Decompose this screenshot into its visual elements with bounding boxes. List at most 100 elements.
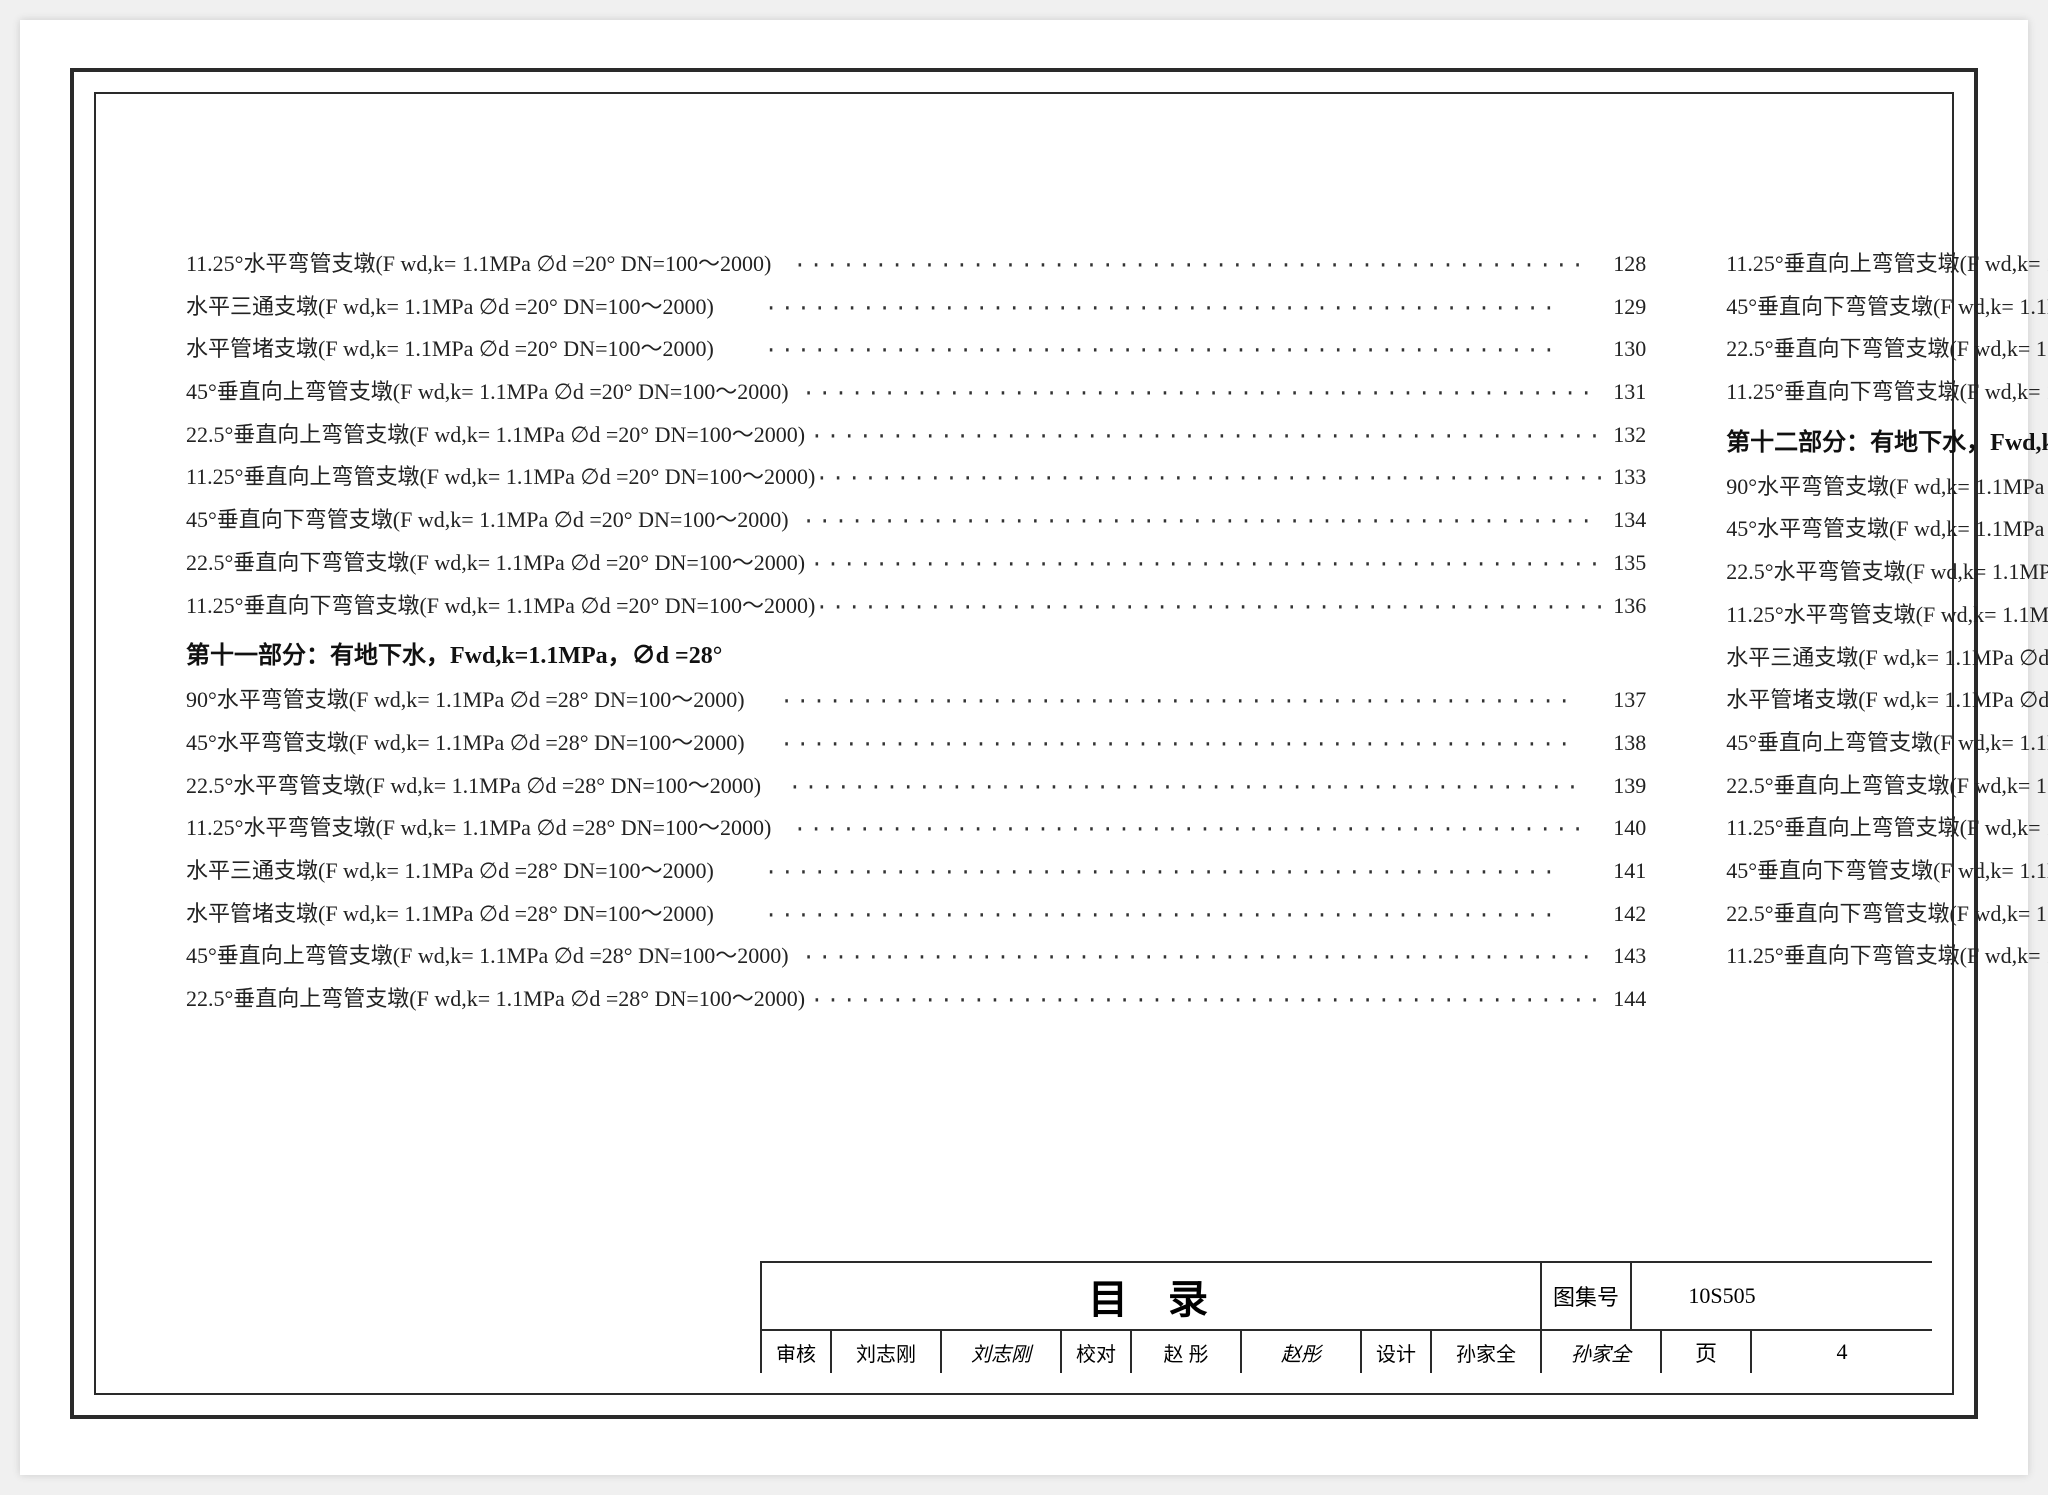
toc-entry: 45°水平弯管支墩(F wd,k= 1.1MPa ∅d =28° DN=100～… — [186, 723, 1646, 766]
toc-entry-text: 45°垂直向下弯管支墩(F wd,k= 1.1MPa ∅d =35° DN=10… — [1726, 851, 2048, 892]
page: 11.25°水平弯管支墩(F wd,k= 1.1MPa ∅d =20° DN=1… — [20, 20, 2028, 1475]
toc-entry: 22.5°垂直向下弯管支墩(F wd,k= 1.1MPa ∅d =35° DN=… — [1726, 894, 2048, 937]
toc-entry-text: 11.25°水平弯管支墩(F wd,k= 1.1MPa ∅d =35° DN=1… — [1726, 595, 2048, 636]
page-number: 4 — [1752, 1329, 1932, 1373]
toc-entry-text: 45°水平弯管支墩(F wd,k= 1.1MPa ∅d =35° DN=100～… — [1726, 509, 2048, 550]
design-name: 孙家全 — [1432, 1329, 1542, 1373]
toc-entry-text: 11.25°垂直向下弯管支墩(F wd,k= 1.1MPa ∅d =35° DN… — [1726, 936, 2048, 977]
toc-entry: 11.25°垂直向上弯管支墩(F wd,k= 1.1MPa ∅d =20° DN… — [186, 457, 1646, 500]
toc-leader-dots: ········································… — [714, 289, 1609, 330]
toc-entry: 22.5°垂直向下弯管支墩(F wd,k= 1.1MPa ∅d =28° DN=… — [1726, 329, 2048, 372]
toc-leader-dots: ········································… — [745, 682, 1610, 723]
toc-entry-text: 11.25°水平弯管支墩(F wd,k= 1.1MPa ∅d =20° DN=1… — [186, 244, 771, 285]
toc-entry-page: 135 — [1609, 543, 1646, 584]
toc-entry-text: 90°水平弯管支墩(F wd,k= 1.1MPa ∅d =28° DN=100～… — [186, 680, 745, 721]
toc-leader-dots: ········································… — [771, 246, 1609, 287]
toc-column-right: 11.25°垂直向上弯管支墩(F wd,k= 1.1MPa ∅d =28° DN… — [1726, 244, 2048, 1022]
toc-leader-dots: ········································… — [714, 853, 1609, 894]
toc-entry-page: 142 — [1609, 894, 1646, 935]
toc-entry-page: 144 — [1609, 979, 1646, 1020]
inner-frame: 11.25°水平弯管支墩(F wd,k= 1.1MPa ∅d =20° DN=1… — [94, 92, 1954, 1395]
toc-entry-text: 11.25°垂直向上弯管支墩(F wd,k= 1.1MPa ∅d =28° DN… — [1726, 244, 2048, 285]
code-value: 10S505 — [1632, 1263, 1812, 1329]
toc-entry-text: 90°水平弯管支墩(F wd,k= 1.1MPa ∅d =35° DN=100～… — [1726, 467, 2048, 508]
toc-entry-page: 137 — [1609, 680, 1646, 721]
toc-entry-text: 45°垂直向上弯管支墩(F wd,k= 1.1MPa ∅d =35° DN=10… — [1726, 723, 2048, 764]
toc-entry: 水平管堵支墩(F wd,k= 1.1MPa ∅d =20° DN=100～200… — [186, 329, 1646, 372]
toc-entry-text: 45°垂直向上弯管支墩(F wd,k= 1.1MPa ∅d =28° DN=10… — [186, 936, 789, 977]
toc-leader-dots: ········································… — [789, 374, 1610, 415]
code-label: 图集号 — [1542, 1263, 1632, 1329]
toc-entry-text: 22.5°水平弯管支墩(F wd,k= 1.1MPa ∅d =35° DN=10… — [1726, 552, 2048, 593]
toc-entry: 22.5°垂直向上弯管支墩(F wd,k= 1.1MPa ∅d =28° DN=… — [186, 979, 1646, 1022]
toc-entry-text: 水平管堵支墩(F wd,k= 1.1MPa ∅d =28° DN=100～200… — [186, 894, 714, 935]
design-label: 设计 — [1362, 1329, 1432, 1373]
toc-entry-text: 水平三通支墩(F wd,k= 1.1MPa ∅d =28° DN=100～200… — [186, 851, 714, 892]
toc-entry-text: 11.25°垂直向下弯管支墩(F wd,k= 1.1MPa ∅d =20° DN… — [186, 586, 815, 627]
toc-entry-text: 水平管堵支墩(F wd,k= 1.1MPa ∅d =35° DN=100～200… — [1726, 680, 2048, 721]
toc-entry-text: 22.5°垂直向下弯管支墩(F wd,k= 1.1MPa ∅d =28° DN=… — [1726, 329, 2048, 370]
toc-entry-page: 128 — [1609, 244, 1646, 285]
toc-entry: 11.25°垂直向下弯管支墩(F wd,k= 1.1MPa ∅d =28° DN… — [1726, 372, 2048, 415]
toc-leader-dots: ········································… — [761, 768, 1609, 809]
toc-entry-page: 130 — [1609, 329, 1646, 370]
toc-entry-text: 水平三通支墩(F wd,k= 1.1MPa ∅d =20° DN=100～200… — [186, 287, 714, 328]
toc-entry-text: 11.25°垂直向下弯管支墩(F wd,k= 1.1MPa ∅d =28° DN… — [1726, 372, 2048, 413]
toc-entry-text: 22.5°垂直向上弯管支墩(F wd,k= 1.1MPa ∅d =28° DN=… — [186, 979, 805, 1020]
toc-entry-page: 132 — [1609, 415, 1646, 456]
outer-frame: 11.25°水平弯管支墩(F wd,k= 1.1MPa ∅d =20° DN=1… — [70, 68, 1978, 1419]
design-sign: 孙家全 — [1542, 1329, 1662, 1373]
toc-entry-page: 136 — [1609, 586, 1646, 627]
toc-entry: 水平三通支墩(F wd,k= 1.1MPa ∅d =20° DN=100～200… — [186, 287, 1646, 330]
toc-leader-dots: ········································… — [771, 810, 1609, 851]
toc-entry-page: 129 — [1609, 287, 1646, 328]
toc-entry: 45°垂直向下弯管支墩(F wd,k= 1.1MPa ∅d =28° DN=10… — [1726, 287, 2048, 330]
review-label: 审核 — [762, 1329, 832, 1373]
review-sign: 刘志刚 — [942, 1329, 1062, 1373]
toc-entry: 22.5°水平弯管支墩(F wd,k= 1.1MPa ∅d =35° DN=10… — [1726, 552, 2048, 595]
toc-leader-dots: ········································… — [789, 938, 1610, 979]
toc-entry: 45°垂直向上弯管支墩(F wd,k= 1.1MPa ∅d =20° DN=10… — [186, 372, 1646, 415]
toc-leader-dots: ········································… — [805, 981, 1609, 1022]
toc-entry-text: 11.25°垂直向上弯管支墩(F wd,k= 1.1MPa ∅d =20° DN… — [186, 457, 815, 498]
toc-entry: 45°垂直向下弯管支墩(F wd,k= 1.1MPa ∅d =20° DN=10… — [186, 500, 1646, 543]
toc-entry-page: 131 — [1609, 372, 1646, 413]
toc-leader-dots: ········································… — [805, 417, 1609, 458]
section-heading: 第十二部分：有地下水，Fwd,k=1.1MPa，∅d =35° — [1726, 419, 2048, 467]
toc-entry-text: 水平管堵支墩(F wd,k= 1.1MPa ∅d =20° DN=100～200… — [186, 329, 714, 370]
toc-entry-text: 45°垂直向下弯管支墩(F wd,k= 1.1MPa ∅d =28° DN=10… — [1726, 287, 2048, 328]
page-label: 页 — [1662, 1329, 1752, 1373]
doc-title: 目录 — [762, 1263, 1542, 1329]
toc-entry: 11.25°垂直向上弯管支墩(F wd,k= 1.1MPa ∅d =35° DN… — [1726, 808, 2048, 851]
toc-leader-dots: ········································… — [815, 588, 1609, 629]
toc-entry: 11.25°水平弯管支墩(F wd,k= 1.1MPa ∅d =28° DN=1… — [186, 808, 1646, 851]
toc-entry: 45°水平弯管支墩(F wd,k= 1.1MPa ∅d =35° DN=100～… — [1726, 509, 2048, 552]
toc-entry: 11.25°垂直向下弯管支墩(F wd,k= 1.1MPa ∅d =20° DN… — [186, 586, 1646, 629]
toc-entry: 水平三通支墩(F wd,k= 1.1MPa ∅d =28° DN=100～200… — [186, 851, 1646, 894]
toc-entry: 22.5°垂直向上弯管支墩(F wd,k= 1.1MPa ∅d =20° DN=… — [186, 415, 1646, 458]
toc-entry-text: 水平三通支墩(F wd,k= 1.1MPa ∅d =35° DN=100～200… — [1726, 638, 2048, 679]
toc-entry-text: 22.5°垂直向上弯管支墩(F wd,k= 1.1MPa ∅d =20° DN=… — [186, 415, 805, 456]
toc-entry-text: 45°垂直向下弯管支墩(F wd,k= 1.1MPa ∅d =20° DN=10… — [186, 500, 789, 541]
toc-entry-page: 143 — [1609, 936, 1646, 977]
toc-content: 11.25°水平弯管支墩(F wd,k= 1.1MPa ∅d =20° DN=1… — [186, 244, 1862, 1022]
toc-entry-text: 45°垂直向上弯管支墩(F wd,k= 1.1MPa ∅d =20° DN=10… — [186, 372, 789, 413]
toc-leader-dots: ········································… — [805, 545, 1609, 586]
toc-entry: 水平管堵支墩(F wd,k= 1.1MPa ∅d =35° DN=100～200… — [1726, 680, 2048, 723]
toc-leader-dots: ········································… — [745, 725, 1610, 766]
check-sign: 赵彤 — [1242, 1329, 1362, 1373]
toc-entry-text: 22.5°水平弯管支墩(F wd,k= 1.1MPa ∅d =28° DN=10… — [186, 766, 761, 807]
toc-entry-text: 11.25°垂直向上弯管支墩(F wd,k= 1.1MPa ∅d =35° DN… — [1726, 808, 2048, 849]
toc-entry: 11.25°水平弯管支墩(F wd,k= 1.1MPa ∅d =20° DN=1… — [186, 244, 1646, 287]
toc-entry: 水平三通支墩(F wd,k= 1.1MPa ∅d =35° DN=100～200… — [1726, 638, 2048, 681]
toc-entry-text: 22.5°垂直向下弯管支墩(F wd,k= 1.1MPa ∅d =35° DN=… — [1726, 894, 2048, 935]
review-name: 刘志刚 — [832, 1329, 942, 1373]
toc-entry-text: 45°水平弯管支墩(F wd,k= 1.1MPa ∅d =28° DN=100～… — [186, 723, 745, 764]
toc-entry-page: 141 — [1609, 851, 1646, 892]
toc-column-left: 11.25°水平弯管支墩(F wd,k= 1.1MPa ∅d =20° DN=1… — [186, 244, 1646, 1022]
title-block: 目录 图集号 10S505 审核 刘志刚 刘志刚 校对 赵 彤 赵彤 设计 孙家… — [760, 1261, 1932, 1373]
toc-entry: 45°垂直向上弯管支墩(F wd,k= 1.1MPa ∅d =35° DN=10… — [1726, 723, 2048, 766]
toc-entry: 22.5°垂直向下弯管支墩(F wd,k= 1.1MPa ∅d =20° DN=… — [186, 543, 1646, 586]
toc-leader-dots: ········································… — [815, 459, 1609, 500]
section-heading: 第十一部分：有地下水，Fwd,k=1.1MPa，∅d =28° — [186, 632, 1646, 680]
